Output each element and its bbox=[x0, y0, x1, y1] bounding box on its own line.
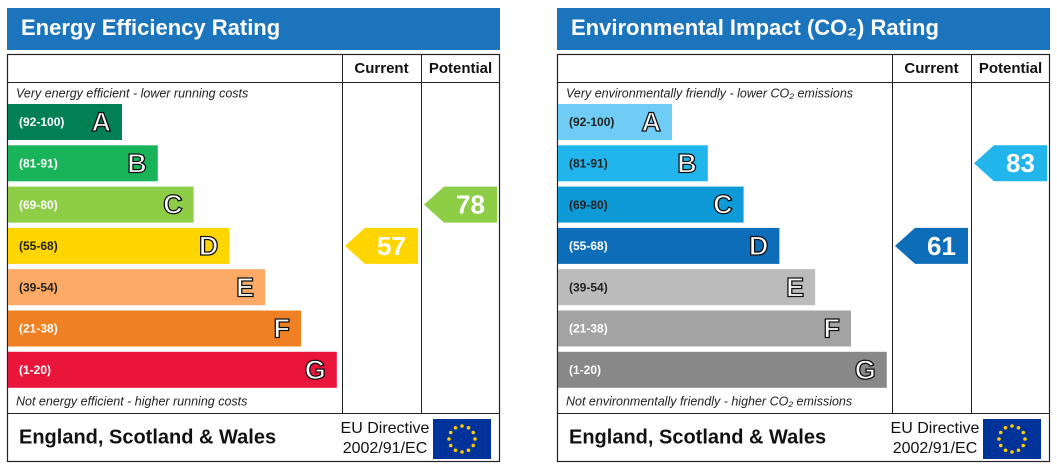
eu-star bbox=[997, 437, 1001, 441]
band-range: (39-54) bbox=[19, 280, 58, 294]
eu-star bbox=[466, 425, 471, 430]
band bbox=[8, 145, 158, 182]
band bbox=[558, 186, 744, 223]
band bbox=[8, 104, 122, 140]
band bbox=[558, 269, 816, 306]
eu-star bbox=[471, 430, 476, 435]
eu-star bbox=[453, 448, 458, 453]
band bbox=[8, 186, 194, 223]
band-range: (21-38) bbox=[569, 322, 608, 336]
directive: EU Directive bbox=[891, 420, 980, 437]
band bbox=[8, 227, 230, 264]
current-value: 61 bbox=[927, 231, 956, 261]
eu-star bbox=[1021, 430, 1026, 435]
band-letter: E bbox=[786, 272, 804, 302]
current-arrow bbox=[345, 227, 418, 264]
eu-star bbox=[460, 424, 464, 428]
band-letter: G bbox=[855, 355, 876, 385]
eu-star bbox=[1021, 443, 1026, 448]
band-range: (92-100) bbox=[569, 115, 614, 129]
eu-star bbox=[998, 443, 1003, 448]
table-frame bbox=[556, 53, 1051, 463]
title-bar bbox=[557, 8, 1050, 50]
band-letter: F bbox=[824, 314, 841, 344]
potential-value: 78 bbox=[456, 189, 485, 219]
band-letter: D bbox=[199, 231, 219, 261]
bottom-note: Not energy efficient - higher running co… bbox=[16, 394, 247, 408]
band-letter: D bbox=[749, 231, 769, 261]
potential-arrow bbox=[424, 186, 497, 223]
band-range: (92-100) bbox=[19, 115, 64, 129]
band-range: (39-54) bbox=[569, 280, 608, 294]
band-letter: C bbox=[163, 190, 183, 220]
eu-star bbox=[998, 430, 1003, 435]
footer-region: England, Scotland & Wales bbox=[19, 426, 276, 448]
band-range: (55-68) bbox=[569, 239, 608, 253]
directive: 2002/91/EC bbox=[343, 440, 428, 457]
band bbox=[558, 351, 887, 388]
panel-title: Environmental Impact (CO₂) Rating bbox=[571, 15, 939, 40]
panel-title: Energy Efficiency Rating bbox=[21, 15, 280, 40]
eu-star bbox=[453, 425, 458, 430]
band-letter: B bbox=[127, 148, 147, 178]
eu-star bbox=[1023, 437, 1027, 441]
band-letter: E bbox=[236, 272, 254, 302]
eu-star bbox=[448, 443, 453, 448]
table-frame bbox=[6, 53, 501, 463]
band-range: (1-20) bbox=[569, 363, 601, 377]
band-range: (81-91) bbox=[19, 156, 58, 170]
band-letter: C bbox=[713, 190, 733, 220]
band-range: (1-20) bbox=[19, 363, 51, 377]
band bbox=[8, 269, 266, 306]
band bbox=[8, 351, 337, 388]
bottom-note: Not environmentally friendly - higher CO… bbox=[566, 394, 852, 408]
band-letter: B bbox=[677, 148, 697, 178]
epc-panel: Energy Efficiency Rating Current Potential… bbox=[6, 8, 501, 463]
eu-star bbox=[1016, 425, 1021, 430]
potential-value: 83 bbox=[1006, 148, 1035, 178]
directive: EU Directive bbox=[341, 420, 430, 437]
eu-star bbox=[1003, 448, 1008, 453]
epc-panel: Environmental Impact (CO₂) Rating Current… bbox=[556, 8, 1051, 463]
band-letter: A bbox=[92, 107, 112, 137]
potential-arrow bbox=[974, 145, 1047, 182]
band-letter: G bbox=[305, 355, 326, 385]
band-letter: F bbox=[274, 314, 291, 344]
current-value: 57 bbox=[377, 231, 406, 261]
column-header: Potential bbox=[429, 60, 492, 77]
footer-region: England, Scotland & Wales bbox=[569, 426, 826, 448]
top-note: Very environmentally friendly - lower CO… bbox=[566, 86, 853, 100]
eu-star bbox=[1016, 448, 1021, 453]
eu-star bbox=[1003, 425, 1008, 430]
band bbox=[558, 227, 780, 264]
eu-star bbox=[1010, 424, 1014, 428]
column-header: Potential bbox=[979, 60, 1042, 77]
band bbox=[558, 310, 851, 347]
eu-star bbox=[466, 448, 471, 453]
band-range: (55-68) bbox=[19, 239, 58, 253]
eu-star bbox=[447, 437, 451, 441]
top-note: Very energy efficient - lower running co… bbox=[16, 86, 248, 100]
band-range: (69-80) bbox=[569, 198, 608, 212]
eu-star bbox=[473, 437, 477, 441]
column-header: Current bbox=[354, 60, 408, 77]
current-arrow bbox=[895, 227, 968, 264]
eu-star bbox=[471, 443, 476, 448]
band-range: (69-80) bbox=[19, 198, 58, 212]
band bbox=[558, 104, 672, 140]
band-range: (81-91) bbox=[569, 156, 608, 170]
eu-star bbox=[1010, 450, 1014, 454]
band-range: (21-38) bbox=[19, 322, 58, 336]
band bbox=[8, 310, 301, 347]
band bbox=[558, 145, 708, 182]
title-bar bbox=[7, 8, 500, 50]
band-letter: A bbox=[642, 107, 662, 137]
eu-star bbox=[448, 430, 453, 435]
directive: 2002/91/EC bbox=[893, 440, 978, 457]
column-header: Current bbox=[904, 60, 958, 77]
eu-star bbox=[460, 450, 464, 454]
